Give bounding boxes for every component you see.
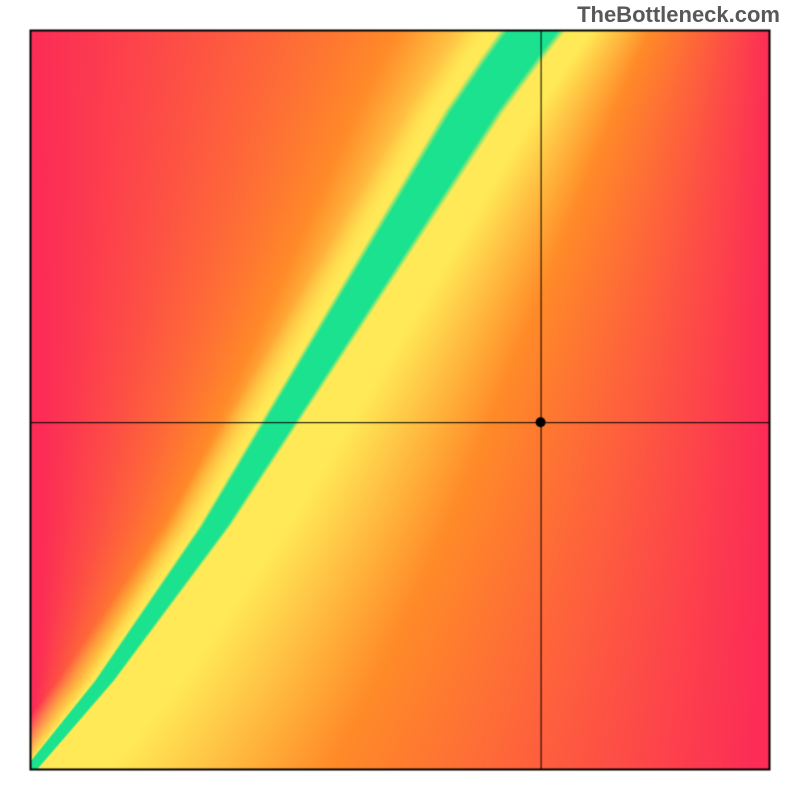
watermark-text: TheBottleneck.com [577, 2, 780, 28]
chart-container: TheBottleneck.com [0, 0, 800, 800]
heatmap-canvas [0, 0, 800, 800]
